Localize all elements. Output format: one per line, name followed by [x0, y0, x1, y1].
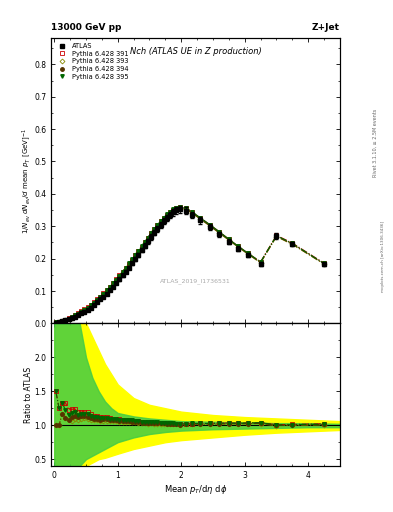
Pythia 6.428 393 [66, 316, 71, 322]
Pythia 6.428 393 [177, 205, 182, 211]
ATLAS [111, 284, 116, 290]
ATLAS [158, 222, 163, 228]
Pythia 6.428 394 [53, 319, 58, 326]
X-axis label: Mean $p_T$/d$\eta$ d$\phi$: Mean $p_T$/d$\eta$ d$\phi$ [164, 482, 227, 496]
Text: ATLAS_2019_I1736531: ATLAS_2019_I1736531 [160, 278, 231, 284]
Pythia 6.428 393 [152, 227, 156, 233]
Legend: ATLAS, Pythia 6.428 391, Pythia 6.428 393, Pythia 6.428 394, Pythia 6.428 395: ATLAS, Pythia 6.428 391, Pythia 6.428 39… [54, 42, 130, 81]
Pythia 6.428 391 [111, 280, 116, 286]
Pythia 6.428 391 [130, 257, 134, 263]
Pythia 6.428 395 [258, 259, 263, 265]
ATLAS [152, 230, 156, 236]
Text: 13000 GeV pp: 13000 GeV pp [51, 23, 121, 32]
Line: ATLAS: ATLAS [54, 207, 326, 325]
Pythia 6.428 394 [111, 281, 116, 287]
Text: Z+Jet: Z+Jet [312, 23, 340, 32]
Pythia 6.428 395 [66, 315, 71, 322]
Pythia 6.428 394 [258, 260, 263, 266]
Pythia 6.428 394 [152, 227, 156, 233]
ATLAS [258, 261, 263, 267]
Pythia 6.428 391 [258, 259, 263, 265]
Pythia 6.428 394 [177, 205, 182, 211]
Pythia 6.428 393 [53, 319, 58, 326]
ATLAS [66, 316, 71, 322]
Pythia 6.428 395 [177, 204, 182, 210]
Line: Pythia 6.428 391: Pythia 6.428 391 [54, 206, 326, 324]
Pythia 6.428 395 [152, 226, 156, 232]
Pythia 6.428 395 [53, 319, 58, 326]
Pythia 6.428 393 [130, 258, 134, 264]
Pythia 6.428 391 [322, 260, 327, 266]
ATLAS [177, 206, 182, 212]
Pythia 6.428 395 [322, 261, 327, 267]
Pythia 6.428 391 [158, 218, 163, 224]
Text: mcplots.cern.ch [arXiv:1306.3436]: mcplots.cern.ch [arXiv:1306.3436] [381, 221, 385, 291]
Text: Nch (ATLAS UE in Z production): Nch (ATLAS UE in Z production) [130, 47, 261, 56]
Pythia 6.428 394 [66, 316, 71, 322]
Pythia 6.428 391 [177, 204, 182, 210]
Pythia 6.428 395 [158, 218, 163, 224]
Pythia 6.428 394 [130, 257, 134, 263]
Pythia 6.428 394 [322, 261, 327, 267]
Pythia 6.428 393 [158, 220, 163, 226]
Pythia 6.428 393 [111, 282, 116, 288]
Pythia 6.428 393 [322, 261, 327, 267]
Pythia 6.428 391 [53, 319, 58, 326]
Pythia 6.428 395 [130, 256, 134, 262]
ATLAS [322, 262, 327, 268]
Line: Pythia 6.428 395: Pythia 6.428 395 [54, 205, 326, 324]
Text: Rivet 3.1.10, ≥ 2.5M events: Rivet 3.1.10, ≥ 2.5M events [373, 109, 378, 178]
Y-axis label: Ratio to ATLAS: Ratio to ATLAS [24, 367, 33, 423]
Pythia 6.428 394 [158, 219, 163, 225]
Y-axis label: $1/N_{ev}\ dN_{ev}/d\ \mathrm{mean}\ p_T\ [\mathrm{GeV}]^{-1}$: $1/N_{ev}\ dN_{ev}/d\ \mathrm{mean}\ p_T… [20, 128, 33, 234]
Line: Pythia 6.428 394: Pythia 6.428 394 [54, 206, 326, 325]
Pythia 6.428 391 [152, 226, 156, 232]
Line: Pythia 6.428 393: Pythia 6.428 393 [54, 207, 326, 325]
ATLAS [53, 319, 58, 326]
ATLAS [130, 261, 134, 267]
Pythia 6.428 391 [66, 315, 71, 322]
Pythia 6.428 395 [111, 280, 116, 286]
Pythia 6.428 393 [258, 260, 263, 266]
